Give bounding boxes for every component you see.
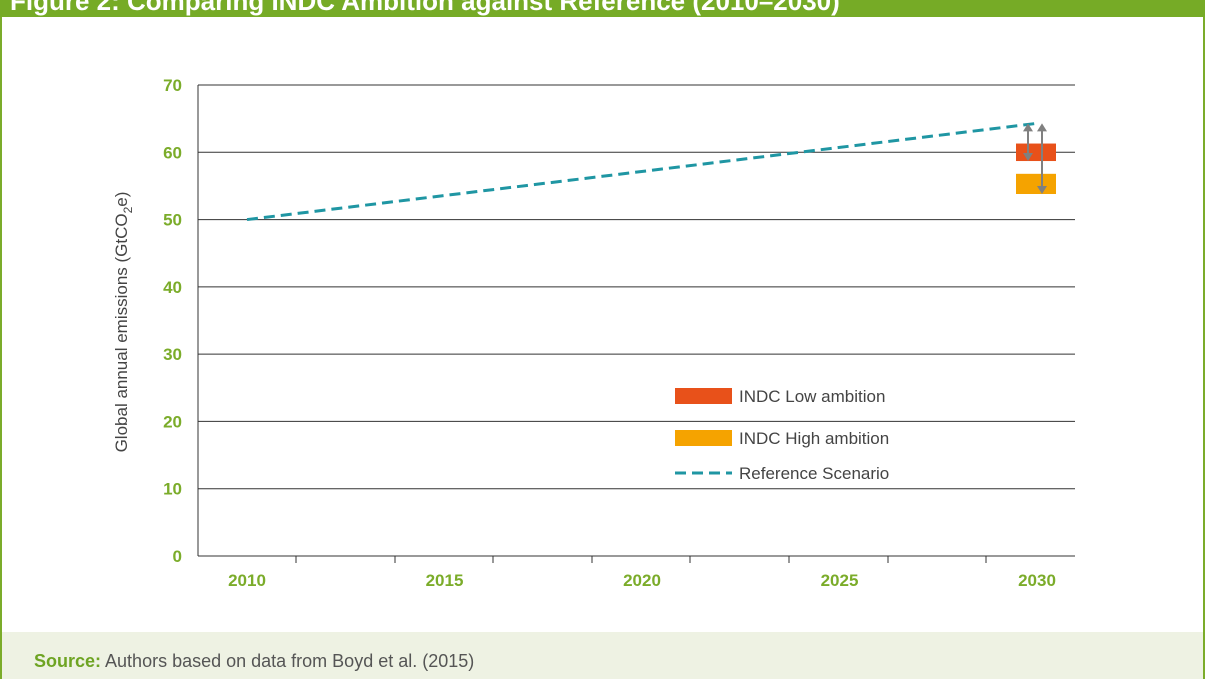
y-tick-label: 0 [173,547,182,566]
indc-low-ambition-bar [1016,143,1056,162]
source-text: Authors based on data from Boyd et al. (… [101,651,475,671]
legend-label: INDC Low ambition [739,387,885,406]
x-tick-label: 2025 [821,571,859,590]
y-tick-label: 70 [163,76,182,95]
legend-swatch [675,430,732,446]
x-tick-label: 2010 [228,571,266,590]
y-axis-title-main: Global annual emissions (GtCO [112,213,131,452]
y-axis-title-subscript: 2 [121,206,135,213]
source-bar [2,632,1203,679]
y-axis-title-end: e) [112,192,131,207]
reduction-arrow-head-down [1037,186,1047,195]
reference-scenario-line [246,121,1038,222]
legend-label: INDC High ambition [739,429,889,448]
reduction-arrow-head-down [1023,153,1033,162]
title-bar: Figure 2: Comparing INDC Ambition agains… [0,0,1205,17]
figure-title: Figure 2: Comparing INDC Ambition agains… [10,0,840,16]
legend-label: Reference Scenario [739,464,889,483]
y-tick-label: 50 [163,211,182,230]
reduction-arrow-head-up [1037,123,1047,132]
y-tick-label: 30 [163,345,182,364]
source-note: Source: Authors based on data from Boyd … [34,651,474,672]
x-tick-label: 2015 [426,571,464,590]
legend-swatch [675,388,732,404]
source-label: Source: [34,651,102,671]
x-tick-label: 2020 [623,571,661,590]
y-tick-label: 60 [163,143,182,162]
indc-high-ambition-bar [1016,173,1056,195]
y-tick-label: 40 [163,278,182,297]
x-tick-label: 2030 [1018,571,1056,590]
y-tick-label: 20 [163,412,182,431]
y-axis-title: Global annual emissions (GtCO2e) [112,192,135,453]
reduction-arrow-head-up [1023,123,1033,132]
y-tick-label: 10 [163,480,182,499]
